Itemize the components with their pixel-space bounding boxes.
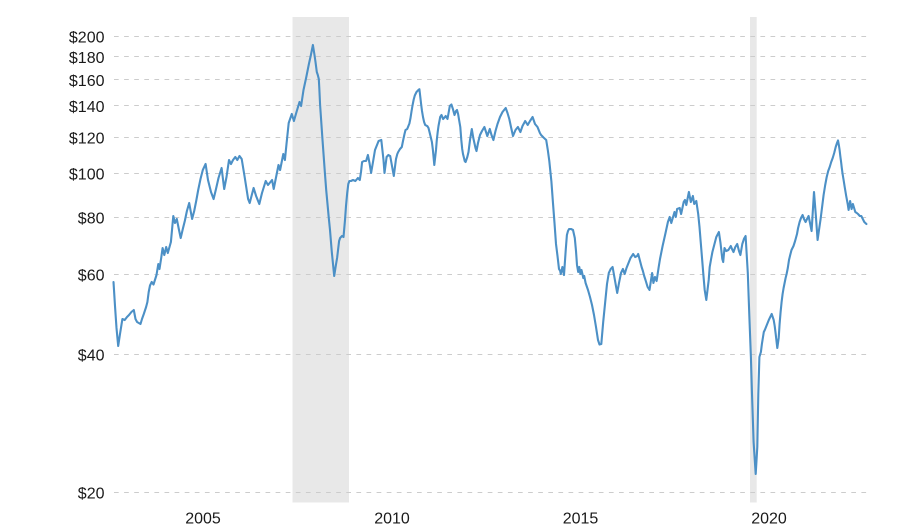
- svg-text:2005: 2005: [185, 511, 221, 528]
- svg-text:$100: $100: [69, 166, 105, 183]
- svg-text:2015: 2015: [563, 511, 599, 528]
- svg-text:2020: 2020: [751, 511, 787, 528]
- svg-text:$20: $20: [78, 485, 105, 502]
- svg-text:$40: $40: [78, 347, 105, 364]
- svg-text:$140: $140: [69, 99, 105, 116]
- svg-text:$120: $120: [69, 130, 105, 147]
- svg-text:$160: $160: [69, 73, 105, 90]
- svg-text:$60: $60: [78, 267, 105, 284]
- svg-text:2010: 2010: [374, 511, 410, 528]
- svg-text:$180: $180: [69, 50, 105, 67]
- svg-text:$200: $200: [69, 29, 105, 46]
- svg-text:$80: $80: [78, 210, 105, 227]
